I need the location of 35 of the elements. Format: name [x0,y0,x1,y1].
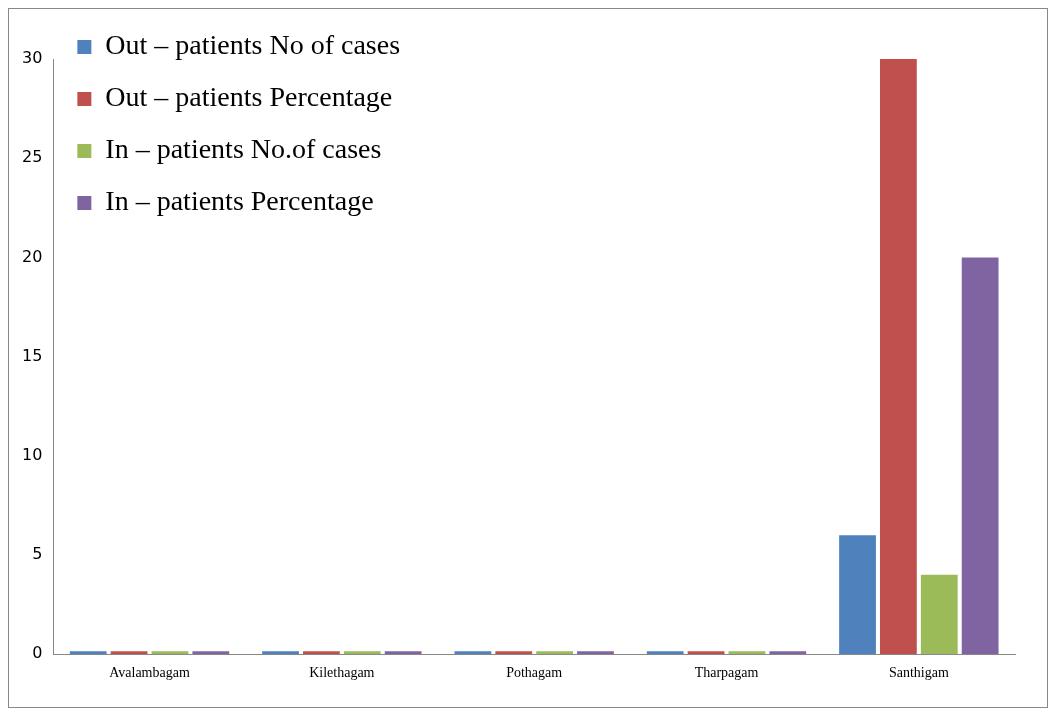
bar [262,651,299,655]
y-tick-label: 0 [32,643,43,663]
bar [687,651,725,655]
x-tick-label: Avalambagam [109,665,190,681]
legend-label: Out – patients Percentage [105,81,393,113]
x-tick-label: Santhigam [888,665,949,681]
bar [303,651,340,655]
bar [920,574,958,655]
y-tick-label: 25 [22,147,43,167]
legend-label: In – patients Percentage [105,185,374,217]
x-tick-label: Kilethagam [309,665,375,681]
bar [728,651,766,655]
y-tick-label: 15 [22,345,43,365]
bar [110,651,148,655]
legend-label: In – patients No.of cases [105,133,382,165]
legend-label: Out – patients No of cases [105,29,401,61]
bar [769,651,807,655]
bar [880,59,917,655]
bar [495,651,533,655]
bar [151,651,189,655]
bar [69,651,107,655]
bar [192,651,230,655]
bar [577,651,614,655]
bar [536,651,574,655]
y-tick-label: 20 [22,246,43,266]
y-tick-label: 10 [22,444,43,464]
x-tick-label: Pothagam [506,665,563,681]
bar [384,651,422,655]
bar [343,651,381,655]
bar [454,651,492,655]
x-tick-label: Tharpagam [694,665,759,681]
y-tick-label: 5 [32,544,43,564]
y-tick-label: 30 [22,48,43,68]
bar [961,257,999,655]
bar [646,651,684,655]
